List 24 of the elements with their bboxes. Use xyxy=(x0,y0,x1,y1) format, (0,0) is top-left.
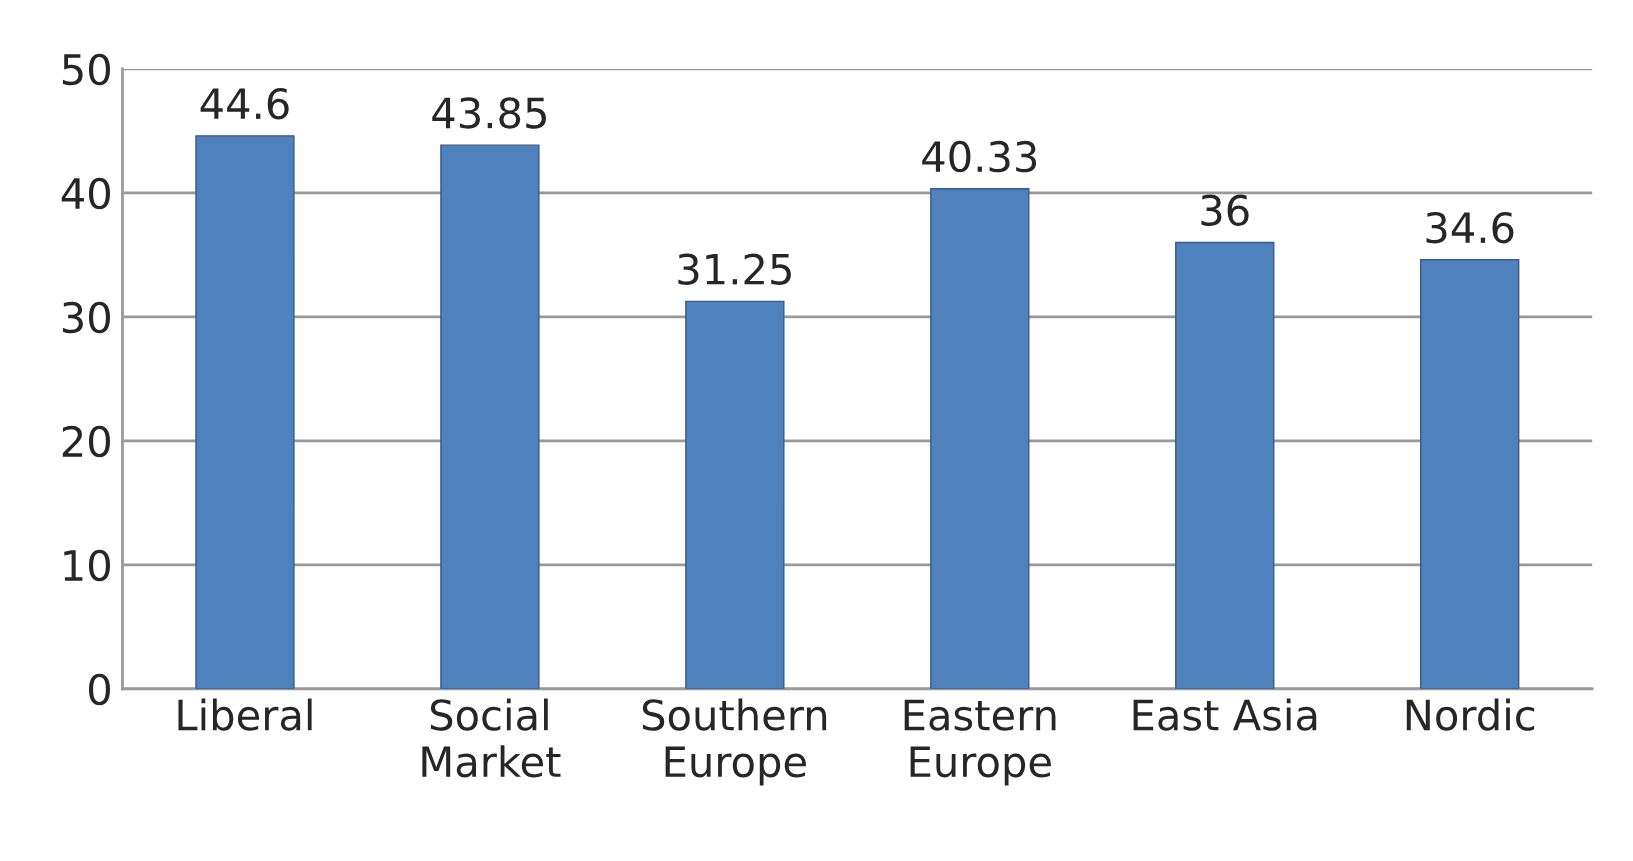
bar xyxy=(195,135,295,689)
x-tick-label: Nordic xyxy=(1406,698,1535,731)
bar xyxy=(1175,241,1275,689)
y-tick-label: 30 xyxy=(62,301,110,334)
y-tick-label: 10 xyxy=(64,549,110,582)
bar xyxy=(685,300,785,689)
bar xyxy=(440,144,540,689)
y-tick-label: 40 xyxy=(61,177,110,210)
bar xyxy=(930,188,1030,689)
data-label: 36 xyxy=(1201,194,1249,227)
x-tick-label: Eastern Europe xyxy=(904,699,1056,786)
y-tick-label: 50 xyxy=(62,53,110,86)
data-label: 34.6 xyxy=(1426,211,1514,244)
x-tick-label: Southern Europe xyxy=(642,698,827,786)
x-tick-label: East Asia xyxy=(1133,698,1317,731)
y-tick-label: 0 xyxy=(88,673,110,706)
x-tick-label: Social Market xyxy=(422,698,561,778)
x-tick-label: Liberal xyxy=(178,698,312,731)
bar xyxy=(1420,259,1520,689)
data-label: 40.33 xyxy=(922,140,1037,173)
data-label: 44.6 xyxy=(200,87,289,120)
data-label: 43.85 xyxy=(432,97,546,129)
y-tick-label: 20 xyxy=(62,425,110,458)
data-label: 31.25 xyxy=(678,253,791,285)
